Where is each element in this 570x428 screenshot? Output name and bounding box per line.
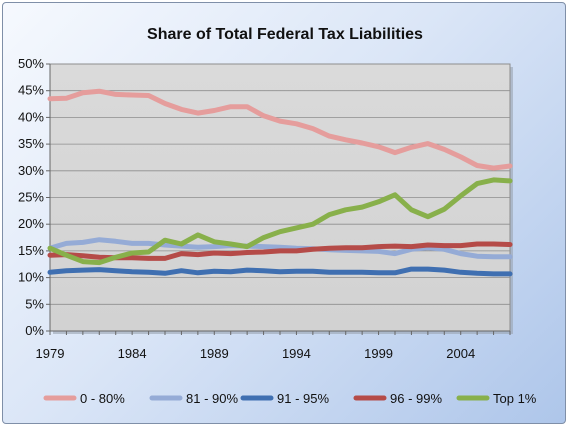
y-tick-label: 5% (25, 296, 44, 311)
series-line-3 (47, 266, 513, 277)
x-tick-label: 1989 (200, 346, 229, 361)
x-tick-label: 1999 (364, 346, 393, 361)
x-tick-label: 1994 (282, 346, 311, 361)
y-tick-label: 30% (18, 163, 44, 178)
x-tick-label: 1979 (36, 346, 65, 361)
series-line-1 (47, 88, 513, 171)
legend-label-4: 96 - 99% (390, 391, 442, 406)
y-tick-label: 15% (18, 243, 44, 258)
y-tick-label: 20% (18, 216, 44, 231)
legend-label-2: 81 - 90% (186, 391, 238, 406)
chart-title: Share of Total Federal Tax Liabilities (147, 26, 423, 43)
x-tick-label: 1984 (118, 346, 147, 361)
series-line-2 (47, 237, 513, 260)
legend-label-5: Top 1% (493, 391, 537, 406)
x-tick-label: 2004 (446, 346, 475, 361)
y-tick-label: 40% (18, 109, 44, 124)
y-tick-label: 45% (18, 83, 44, 98)
y-tick-label: 25% (18, 190, 44, 205)
y-tick-label: 0% (25, 323, 44, 338)
y-tick-label: 10% (18, 270, 44, 285)
legend-label-3: 91 - 95% (277, 391, 329, 406)
series-line-4 (47, 241, 513, 261)
series-line-5 (47, 177, 513, 266)
legend-label-1: 0 - 80% (80, 391, 125, 406)
y-tick-label: 50% (18, 56, 44, 71)
y-tick-label: 35% (18, 136, 44, 151)
